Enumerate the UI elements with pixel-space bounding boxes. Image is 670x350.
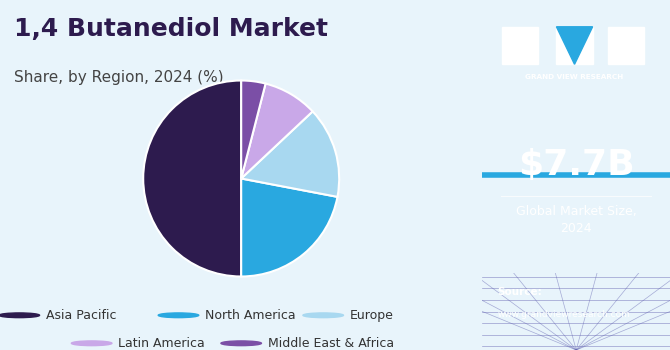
Wedge shape — [143, 80, 241, 276]
Text: Middle East & Africa: Middle East & Africa — [268, 337, 394, 350]
Circle shape — [221, 341, 261, 346]
FancyBboxPatch shape — [502, 27, 539, 64]
Text: www.grandviewresearch.com: www.grandviewresearch.com — [497, 310, 630, 319]
Circle shape — [158, 313, 199, 318]
Wedge shape — [241, 80, 265, 178]
Text: Source:: Source: — [497, 287, 542, 297]
Circle shape — [72, 341, 112, 346]
Circle shape — [303, 313, 344, 318]
Text: Asia Pacific: Asia Pacific — [46, 309, 117, 322]
Text: Latin America: Latin America — [118, 337, 205, 350]
Text: 1,4 Butanediol Market: 1,4 Butanediol Market — [15, 18, 328, 42]
Text: GRAND VIEW RESEARCH: GRAND VIEW RESEARCH — [525, 74, 624, 80]
Wedge shape — [241, 178, 338, 276]
Wedge shape — [241, 111, 339, 197]
Text: Global Market Size,
2024: Global Market Size, 2024 — [516, 205, 636, 236]
Polygon shape — [556, 27, 593, 64]
FancyBboxPatch shape — [608, 27, 644, 64]
Text: $7.7B: $7.7B — [518, 147, 634, 182]
Text: North America: North America — [205, 309, 295, 322]
FancyBboxPatch shape — [556, 27, 593, 64]
Text: Share, by Region, 2024 (%): Share, by Region, 2024 (%) — [15, 70, 224, 85]
Text: Europe: Europe — [350, 309, 393, 322]
Wedge shape — [241, 84, 313, 178]
Circle shape — [0, 313, 40, 318]
